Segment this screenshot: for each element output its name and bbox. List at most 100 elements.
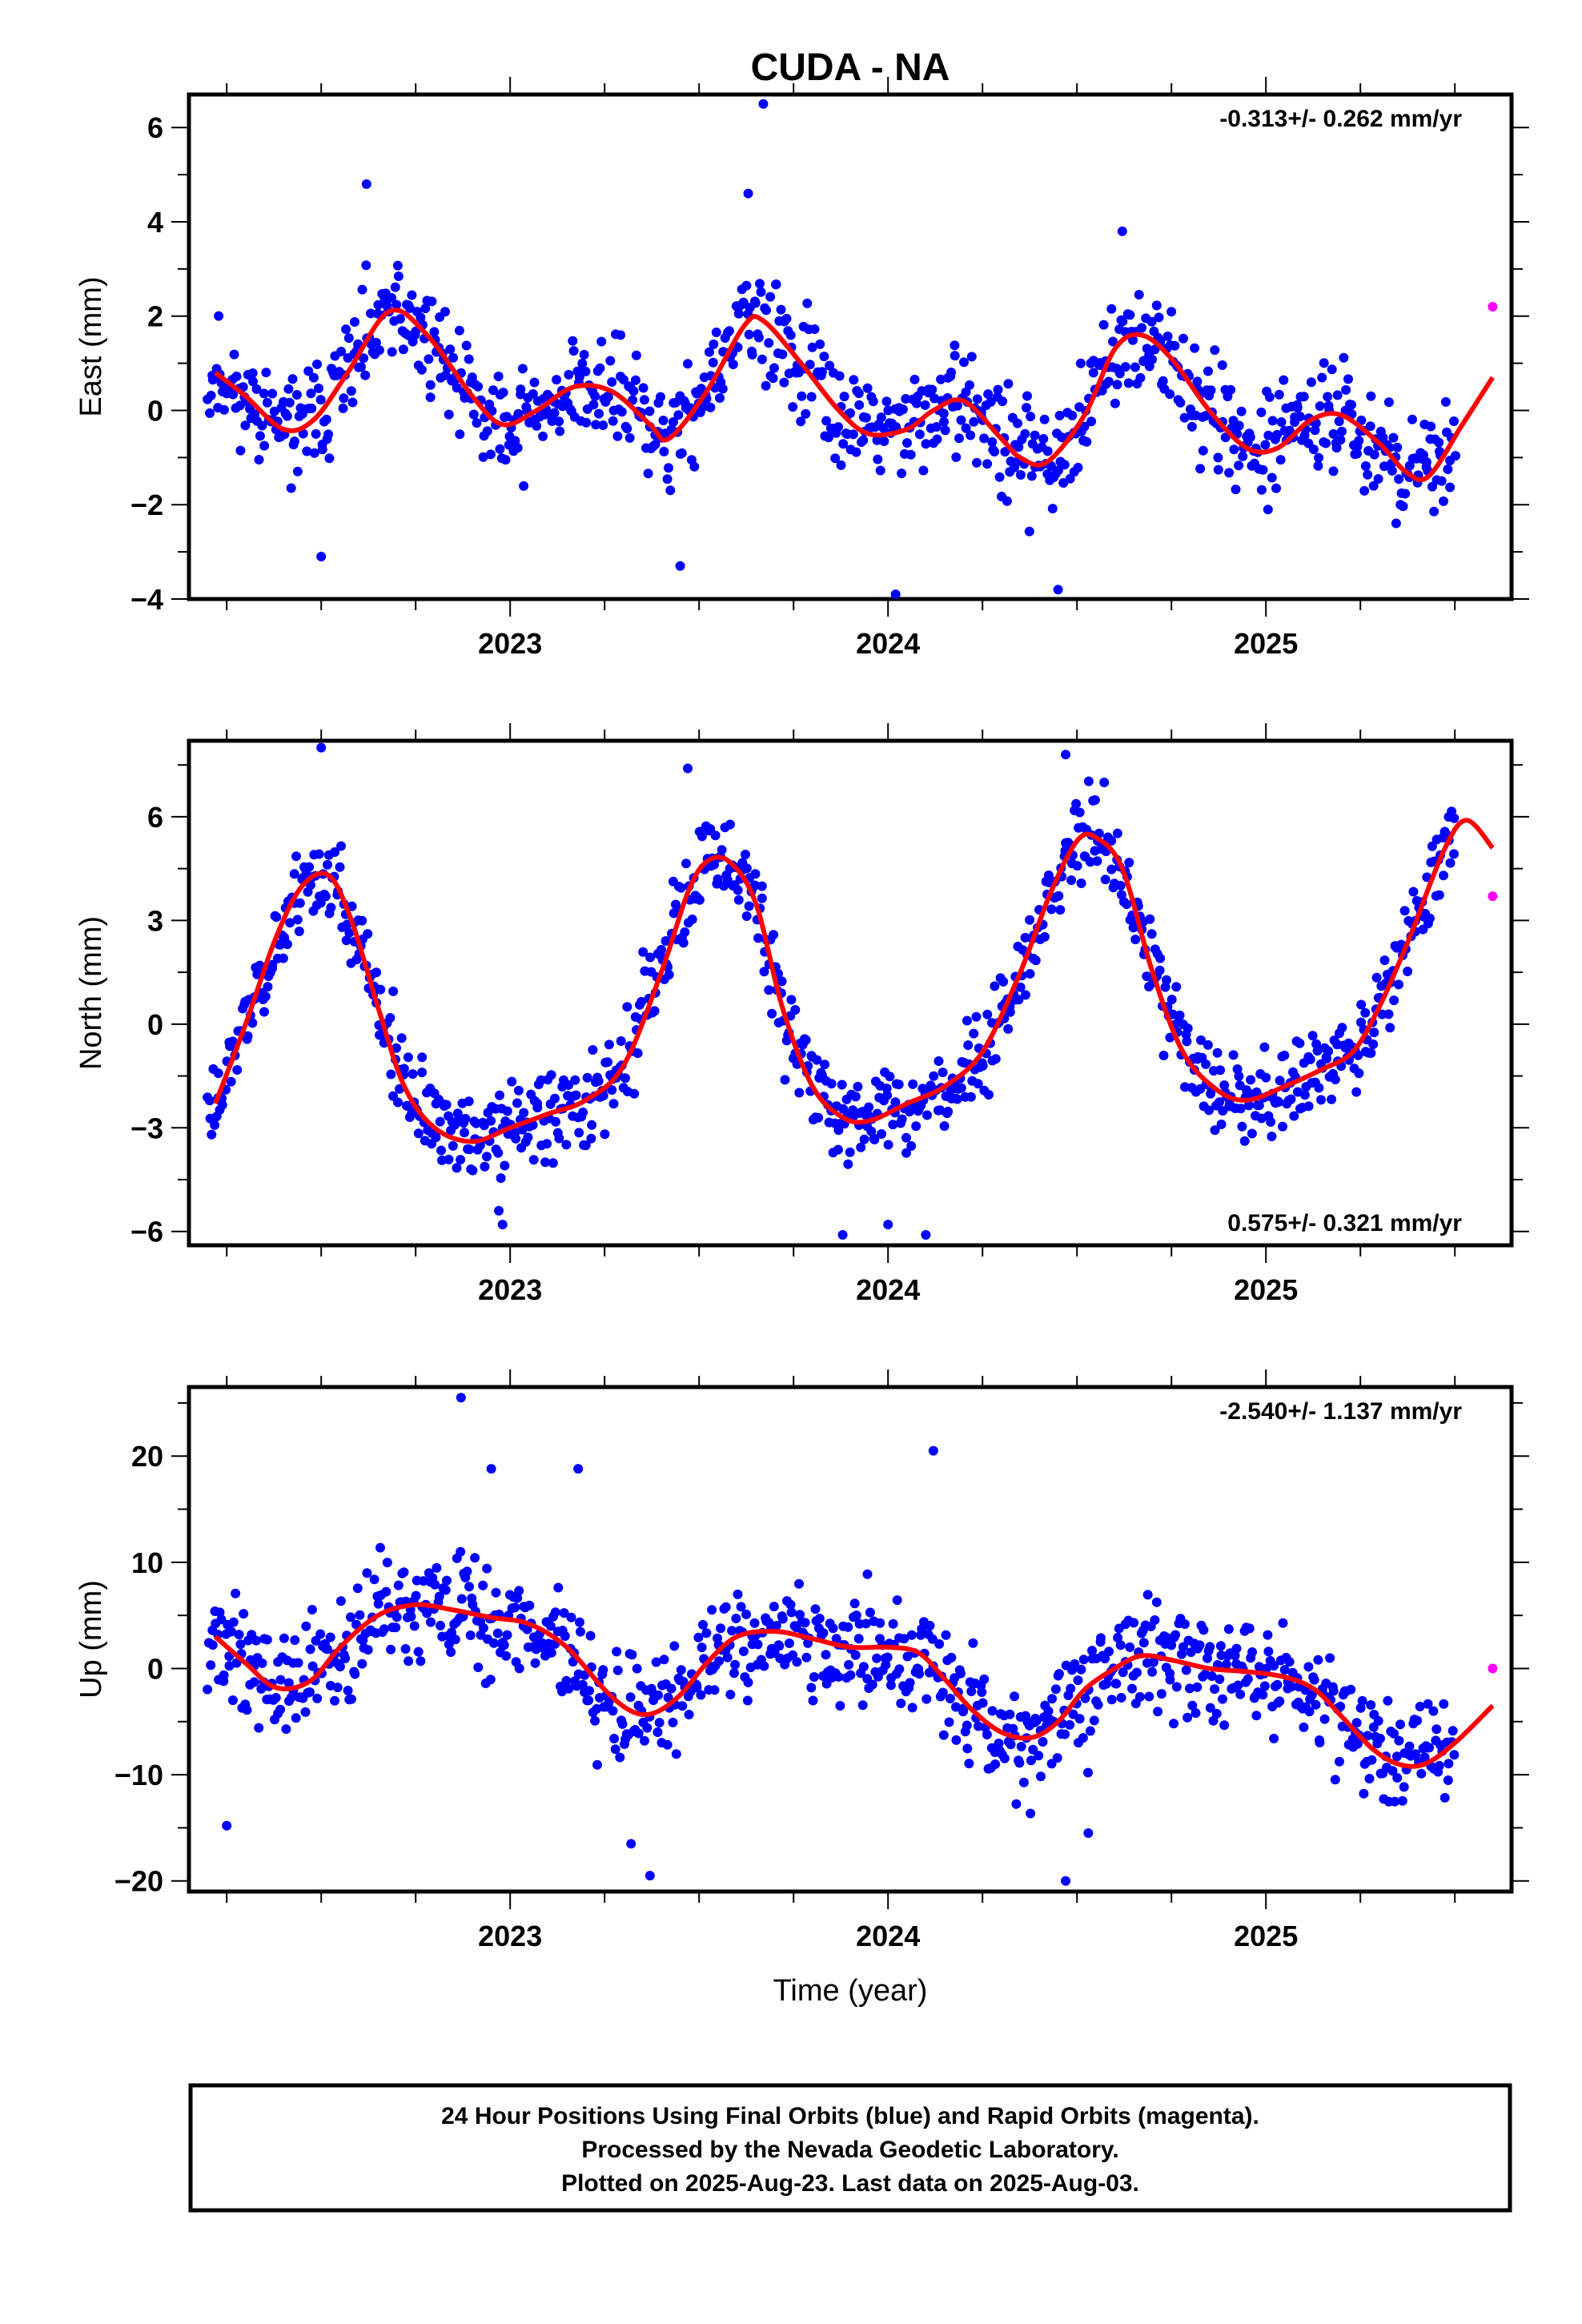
final-orbit-point <box>1195 1640 1205 1651</box>
final-orbit-point <box>750 869 761 879</box>
final-orbit-point <box>864 1102 874 1112</box>
final-orbit-point <box>845 1147 855 1157</box>
final-orbit-point <box>1449 1750 1460 1760</box>
final-orbit-point <box>774 1641 785 1651</box>
final-orbit-point <box>861 1618 871 1629</box>
final-orbit-point <box>669 1641 680 1651</box>
final-orbit-point <box>1428 1706 1439 1716</box>
final-orbit-point <box>335 1596 346 1606</box>
final-orbit-point <box>355 1610 365 1620</box>
final-orbit-point <box>662 1739 673 1750</box>
final-orbit-point <box>422 1608 432 1618</box>
final-orbit-point <box>1334 416 1344 427</box>
final-orbit-point <box>409 1621 420 1631</box>
final-orbit-point <box>1125 1642 1135 1652</box>
final-orbit-point <box>1026 1755 1036 1766</box>
final-orbit-point <box>528 1155 539 1165</box>
final-orbit-point <box>591 420 601 430</box>
final-orbit-point <box>1137 323 1147 333</box>
final-orbit-point <box>807 342 817 352</box>
final-orbit-point <box>1014 442 1024 452</box>
final-orbit-point <box>1415 1702 1425 1711</box>
final-orbit-point <box>216 1614 227 1625</box>
final-orbit-point <box>1331 443 1342 453</box>
final-orbit-point <box>1138 1638 1149 1648</box>
final-orbit-point <box>834 371 845 381</box>
final-orbit-point <box>974 1721 983 1731</box>
final-orbit-point <box>570 1075 580 1085</box>
final-orbit-point <box>705 347 714 357</box>
final-orbit-point <box>549 408 560 418</box>
final-orbit-point <box>307 1661 318 1671</box>
final-orbit-point <box>605 356 616 366</box>
final-orbit-point <box>460 1113 471 1124</box>
final-orbit-point <box>1000 447 1010 457</box>
final-orbit-point <box>1373 474 1383 484</box>
final-orbit-point <box>678 938 689 948</box>
final-orbit-point <box>1309 1675 1319 1685</box>
final-orbit-point <box>676 883 686 893</box>
final-orbit-point <box>1234 460 1244 471</box>
final-orbit-point <box>263 982 273 992</box>
final-orbit-point <box>819 352 829 362</box>
final-orbit-point <box>1399 1782 1409 1792</box>
final-orbit-point <box>759 967 769 977</box>
final-orbit-point <box>450 1120 460 1130</box>
final-orbit-point <box>776 304 786 315</box>
final-orbit-point <box>1360 461 1371 471</box>
final-orbit-point <box>564 369 574 380</box>
final-orbit-point <box>1073 462 1083 472</box>
plot-frame <box>187 1385 1514 1894</box>
final-orbit-point <box>777 1614 788 1624</box>
final-orbit-point <box>227 1695 238 1706</box>
final-orbit-point <box>210 1120 220 1130</box>
final-orbit-point <box>607 1085 617 1096</box>
final-orbit-point <box>1075 358 1086 368</box>
final-orbit-point <box>833 1671 844 1682</box>
final-orbit-point <box>1354 1068 1364 1079</box>
final-orbit-point <box>312 1693 323 1703</box>
final-orbit-point <box>305 1687 315 1697</box>
final-orbit-point <box>785 330 796 340</box>
final-orbit-point <box>407 290 417 300</box>
final-orbit-point <box>228 1617 239 1627</box>
final-orbit-point <box>1070 1659 1080 1669</box>
final-orbit-point <box>1353 1050 1363 1060</box>
final-orbit-point <box>890 1097 901 1108</box>
final-orbit-point <box>990 1759 1001 1769</box>
final-orbit-point <box>1275 1696 1285 1707</box>
final-orbit-point <box>821 1650 831 1660</box>
final-orbit-point <box>575 1617 584 1627</box>
final-orbit-point <box>794 1578 804 1589</box>
final-orbit-point <box>764 985 774 995</box>
final-orbit-point <box>649 1006 660 1016</box>
final-orbit-point <box>336 841 346 851</box>
final-orbit-point <box>1131 1667 1142 1678</box>
final-orbit-point <box>320 891 331 902</box>
final-orbit-point <box>254 455 264 464</box>
final-orbit-point <box>780 1075 790 1085</box>
final-orbit-point <box>914 429 925 440</box>
final-orbit-point <box>213 1068 223 1079</box>
final-orbit-point <box>843 1622 853 1632</box>
final-orbit-point <box>733 895 744 905</box>
final-orbit-point <box>361 260 371 271</box>
final-orbit-point <box>844 1659 854 1670</box>
final-orbit-point <box>395 314 405 324</box>
x-tick-label: 2023 <box>478 627 542 660</box>
final-orbit-point <box>496 1173 506 1184</box>
final-orbit-point <box>828 1623 838 1634</box>
final-orbit-point <box>440 307 450 317</box>
final-orbit-point <box>1195 464 1206 474</box>
final-orbit-point <box>465 1630 476 1640</box>
final-orbit-point <box>332 1683 343 1693</box>
final-orbit-point <box>316 552 327 562</box>
final-orbit-point <box>858 1662 869 1672</box>
final-orbit-point <box>366 308 375 319</box>
final-orbit-point <box>1185 1683 1195 1694</box>
up-panel: 2023 2024 2025 −20 −10 0 10 20 Up (mm) -2.540+/- … <box>74 1369 1529 1952</box>
final-orbit-point <box>315 1629 326 1639</box>
final-orbit-point <box>478 1580 488 1590</box>
final-orbit-point <box>1014 995 1024 1005</box>
final-orbit-point <box>1083 1828 1094 1839</box>
